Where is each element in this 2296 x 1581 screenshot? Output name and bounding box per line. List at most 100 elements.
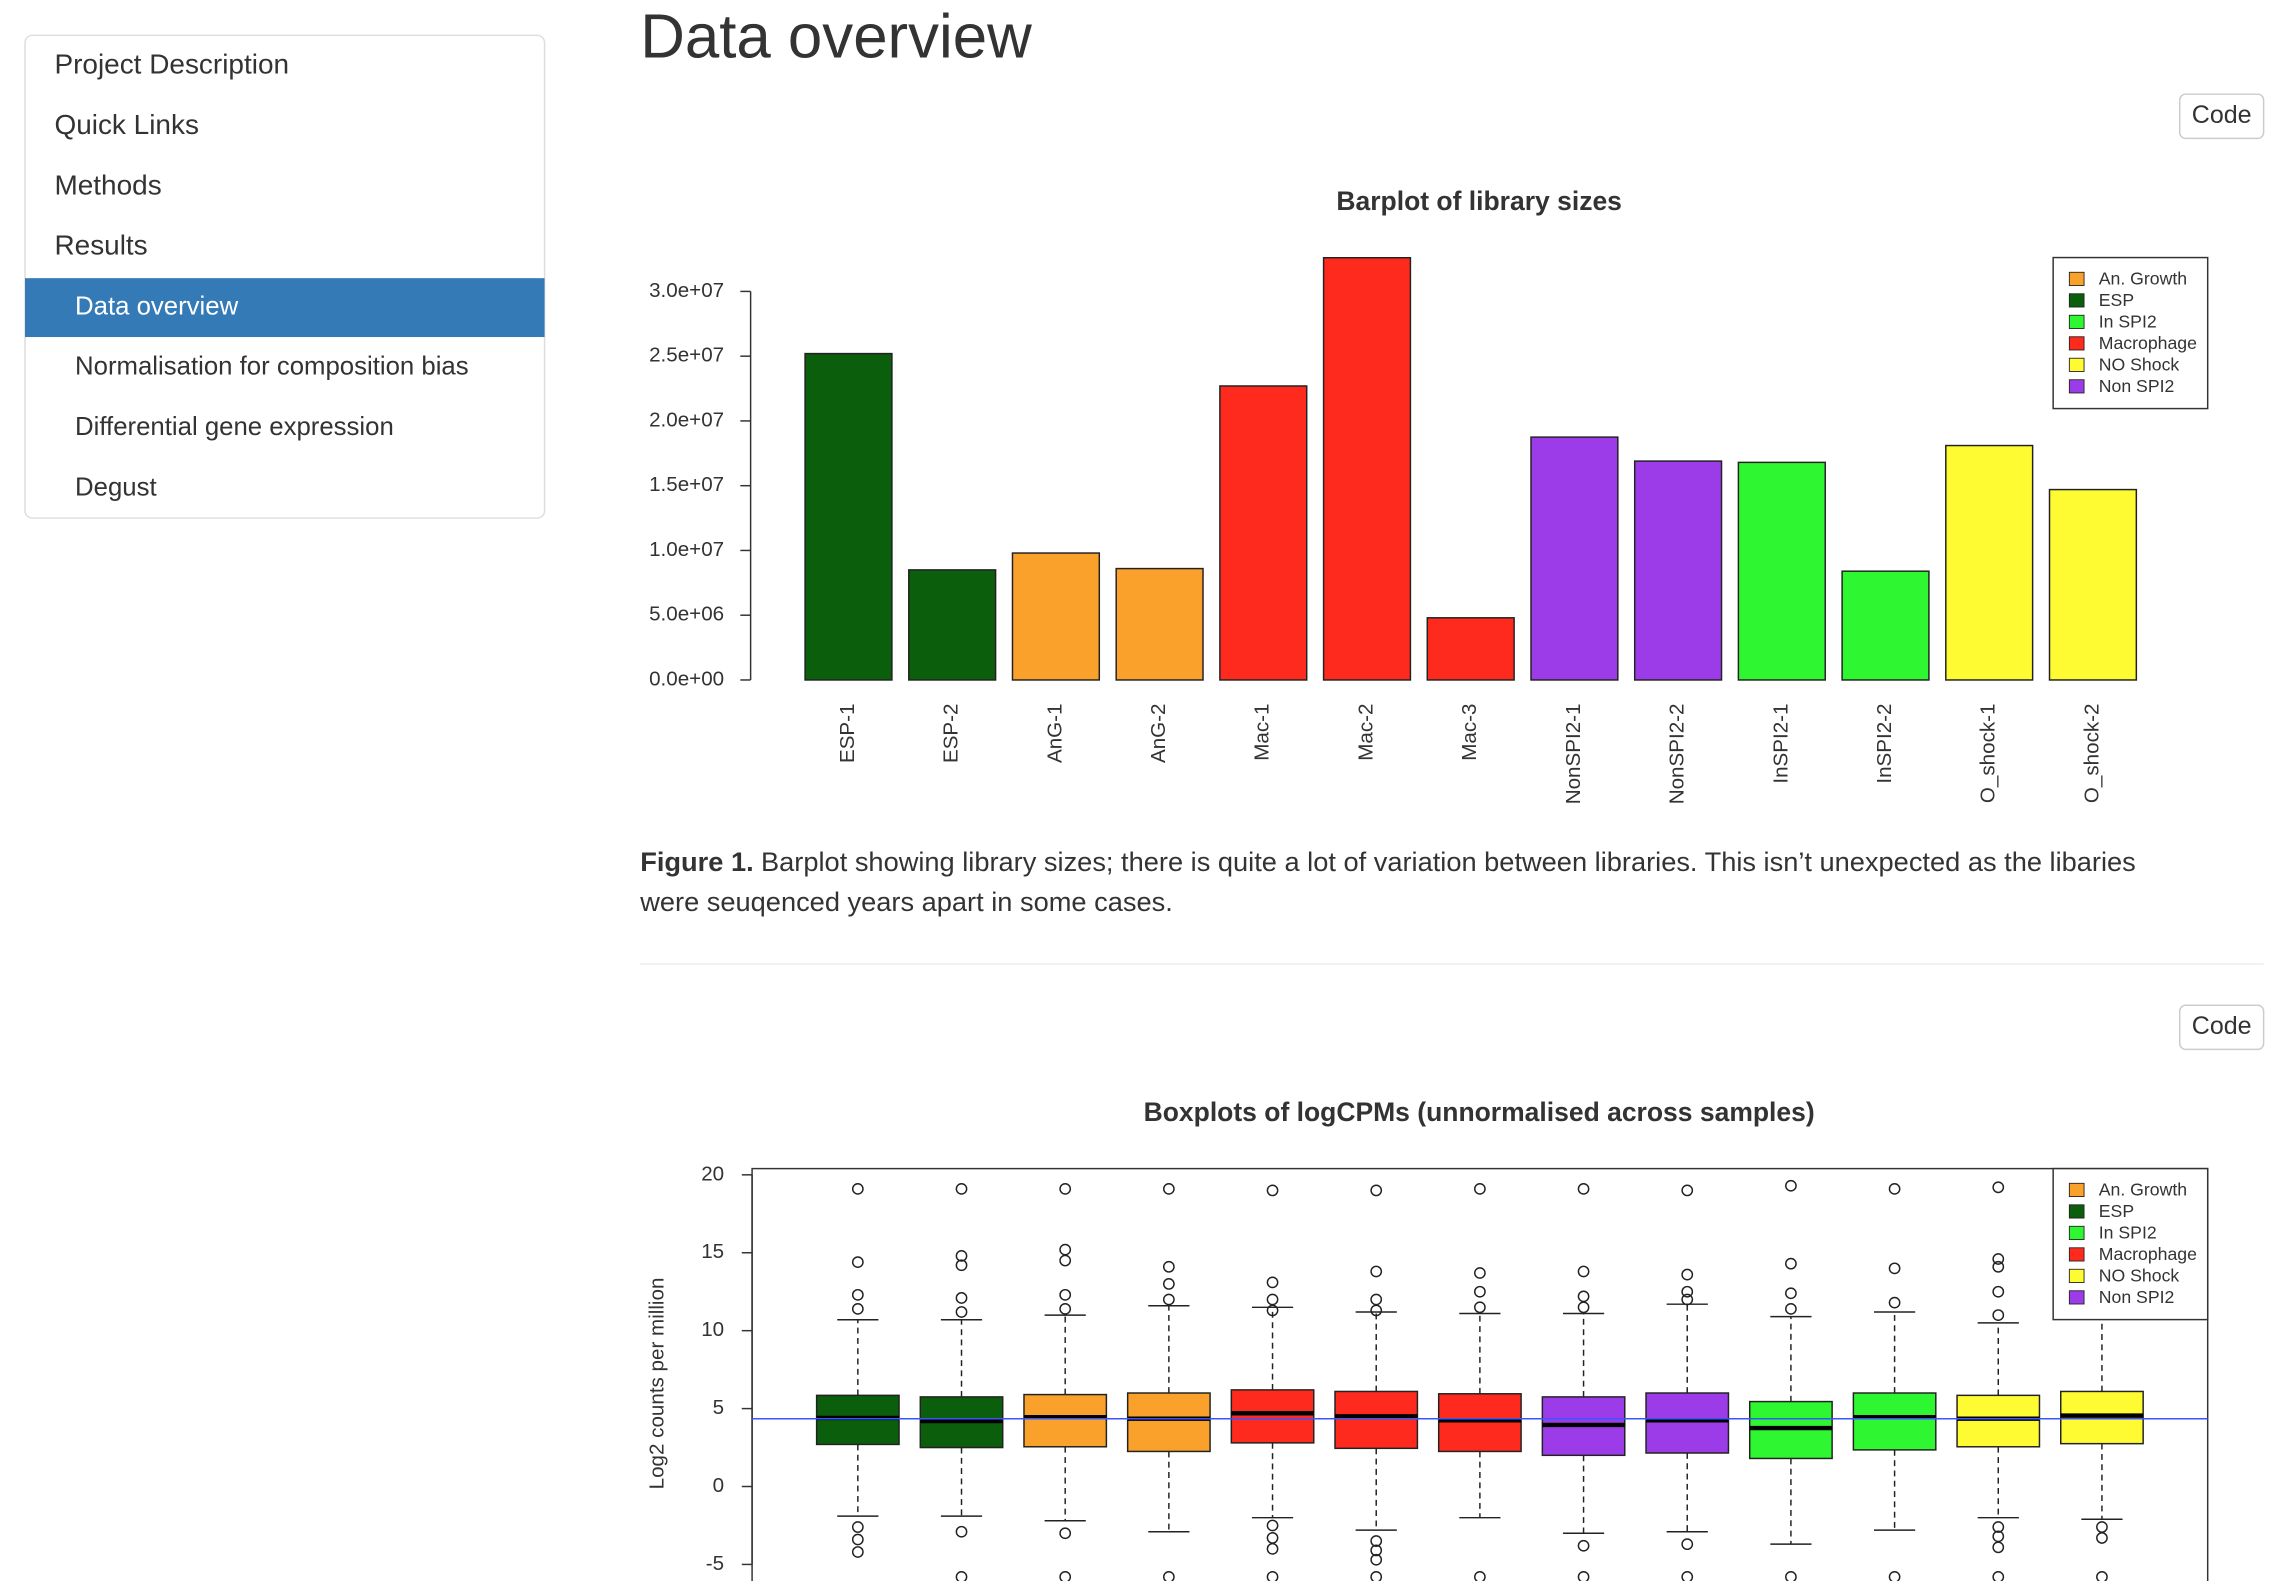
nav-item-active[interactable]: Data overview xyxy=(25,278,545,338)
legend-label: Non SPI2 xyxy=(2099,1287,2175,1307)
y-tick-label: -5 xyxy=(706,1552,724,1575)
bar xyxy=(804,352,893,681)
bar xyxy=(1841,570,1930,681)
box xyxy=(1230,1184,1315,1581)
outlier xyxy=(1059,1254,1072,1267)
outlier xyxy=(1266,1532,1279,1544)
y-tick-label: 5.0e+06 xyxy=(649,603,724,626)
outlier xyxy=(1785,1257,1797,1270)
outlier xyxy=(1059,1571,1072,1581)
button-label[interactable]: Code xyxy=(2192,101,2252,129)
nav-subitem[interactable]: Degust xyxy=(75,473,157,501)
box xyxy=(1023,1182,1108,1581)
outlier xyxy=(1474,1285,1486,1298)
outlier xyxy=(851,1533,864,1546)
nav-item[interactable]: Results xyxy=(54,230,147,261)
legend-label: Non SPI2 xyxy=(2099,376,2175,396)
outlier xyxy=(1370,1293,1383,1306)
outlier xyxy=(851,1302,864,1315)
box xyxy=(1334,1184,1419,1581)
bar xyxy=(1011,552,1101,681)
outlier xyxy=(1681,1285,1694,1298)
outlier xyxy=(1785,1302,1797,1315)
y-tick-label: 3.0e+07 xyxy=(649,279,724,302)
nav-item[interactable]: Methods xyxy=(54,169,161,200)
outlier xyxy=(851,1256,864,1268)
y-tick-label: 2.5e+07 xyxy=(649,344,724,367)
x-tick-label: ESP-2 xyxy=(940,704,963,764)
legend-label: An. Growth xyxy=(2099,1179,2187,1199)
legend-label: In SPI2 xyxy=(2099,311,2157,331)
outlier xyxy=(955,1525,968,1538)
caption-line: were seuqenced years apart in some cases… xyxy=(639,886,1173,917)
bar xyxy=(2048,488,2138,681)
nav-label[interactable]: Results xyxy=(54,230,147,261)
legend-label: An. Growth xyxy=(2099,268,2187,288)
outlier xyxy=(1992,1521,2005,1533)
legend-label: ESP xyxy=(2099,1201,2134,1221)
bar xyxy=(1633,460,1723,681)
outlier xyxy=(1162,1278,1175,1290)
button-frame[interactable] xyxy=(2178,93,2265,140)
button-frame[interactable] xyxy=(2178,1004,2265,1051)
nav-label[interactable]: Data overview xyxy=(75,292,239,320)
outlier xyxy=(1162,1260,1175,1273)
code-button[interactable]: Code xyxy=(2178,1004,2265,1051)
y-tick-label: 1.5e+07 xyxy=(649,473,724,496)
nav-subitem[interactable]: Differential gene expression xyxy=(75,413,394,441)
outlier xyxy=(1577,1290,1590,1303)
bar xyxy=(1115,567,1204,681)
nav-item[interactable]: Project Description xyxy=(54,49,289,80)
y-tick-label: 2.0e+07 xyxy=(649,408,724,431)
outlier xyxy=(1888,1296,1901,1309)
nav-highlight[interactable] xyxy=(25,278,545,338)
outlier xyxy=(955,1292,968,1304)
legend-swatch xyxy=(2068,379,2085,394)
nav-label[interactable]: Project Description xyxy=(54,49,289,80)
outlier xyxy=(1266,1519,1279,1532)
bar xyxy=(1530,436,1619,681)
y-tick-label: 20 xyxy=(701,1162,724,1185)
box-body xyxy=(1956,1394,2041,1448)
outlier xyxy=(1577,1571,1590,1581)
outlier xyxy=(1162,1182,1175,1195)
bar xyxy=(1945,444,2034,681)
nav-label[interactable]: Degust xyxy=(75,473,157,501)
outlier xyxy=(955,1249,968,1262)
outlier xyxy=(1266,1184,1279,1197)
outlier xyxy=(1785,1571,1797,1581)
bar xyxy=(908,569,997,681)
nav-label[interactable]: Normalisation for composition bias xyxy=(75,353,469,381)
legend-label: Macrophage xyxy=(2099,1244,2197,1264)
plot-frame xyxy=(751,1167,2209,1581)
nav-label[interactable]: Quick Links xyxy=(54,109,198,140)
outlier xyxy=(1992,1181,2005,1194)
box xyxy=(1541,1182,1626,1581)
outlier xyxy=(1577,1182,1590,1195)
nav-label[interactable]: Differential gene expression xyxy=(75,413,394,441)
outlier xyxy=(851,1288,864,1301)
box xyxy=(1126,1182,1211,1581)
outlier xyxy=(1474,1301,1486,1314)
box-body xyxy=(1334,1390,1419,1450)
outlier xyxy=(1474,1267,1486,1279)
outlier xyxy=(1681,1184,1694,1197)
outlier xyxy=(1370,1265,1383,1278)
nav-subitem[interactable]: Normalisation for composition bias xyxy=(75,353,469,381)
code-button[interactable]: Code xyxy=(2178,93,2265,140)
x-tick-label: InSPI2-1 xyxy=(1769,704,1792,784)
box xyxy=(1437,1182,1522,1581)
outlier xyxy=(1577,1539,1590,1552)
outlier xyxy=(1370,1304,1383,1317)
button-label[interactable]: Code xyxy=(2192,1012,2252,1040)
y-tick-label: 0.0e+00 xyxy=(649,667,724,690)
outlier xyxy=(1992,1541,2005,1554)
outlier xyxy=(955,1182,968,1195)
x-tick-label: Mac-3 xyxy=(1458,704,1481,761)
nav-label[interactable]: Methods xyxy=(54,169,161,200)
nav-item[interactable]: Quick Links xyxy=(54,109,198,140)
chart-title: Barplot of library sizes xyxy=(1336,186,1622,216)
box-body xyxy=(1852,1392,1937,1451)
